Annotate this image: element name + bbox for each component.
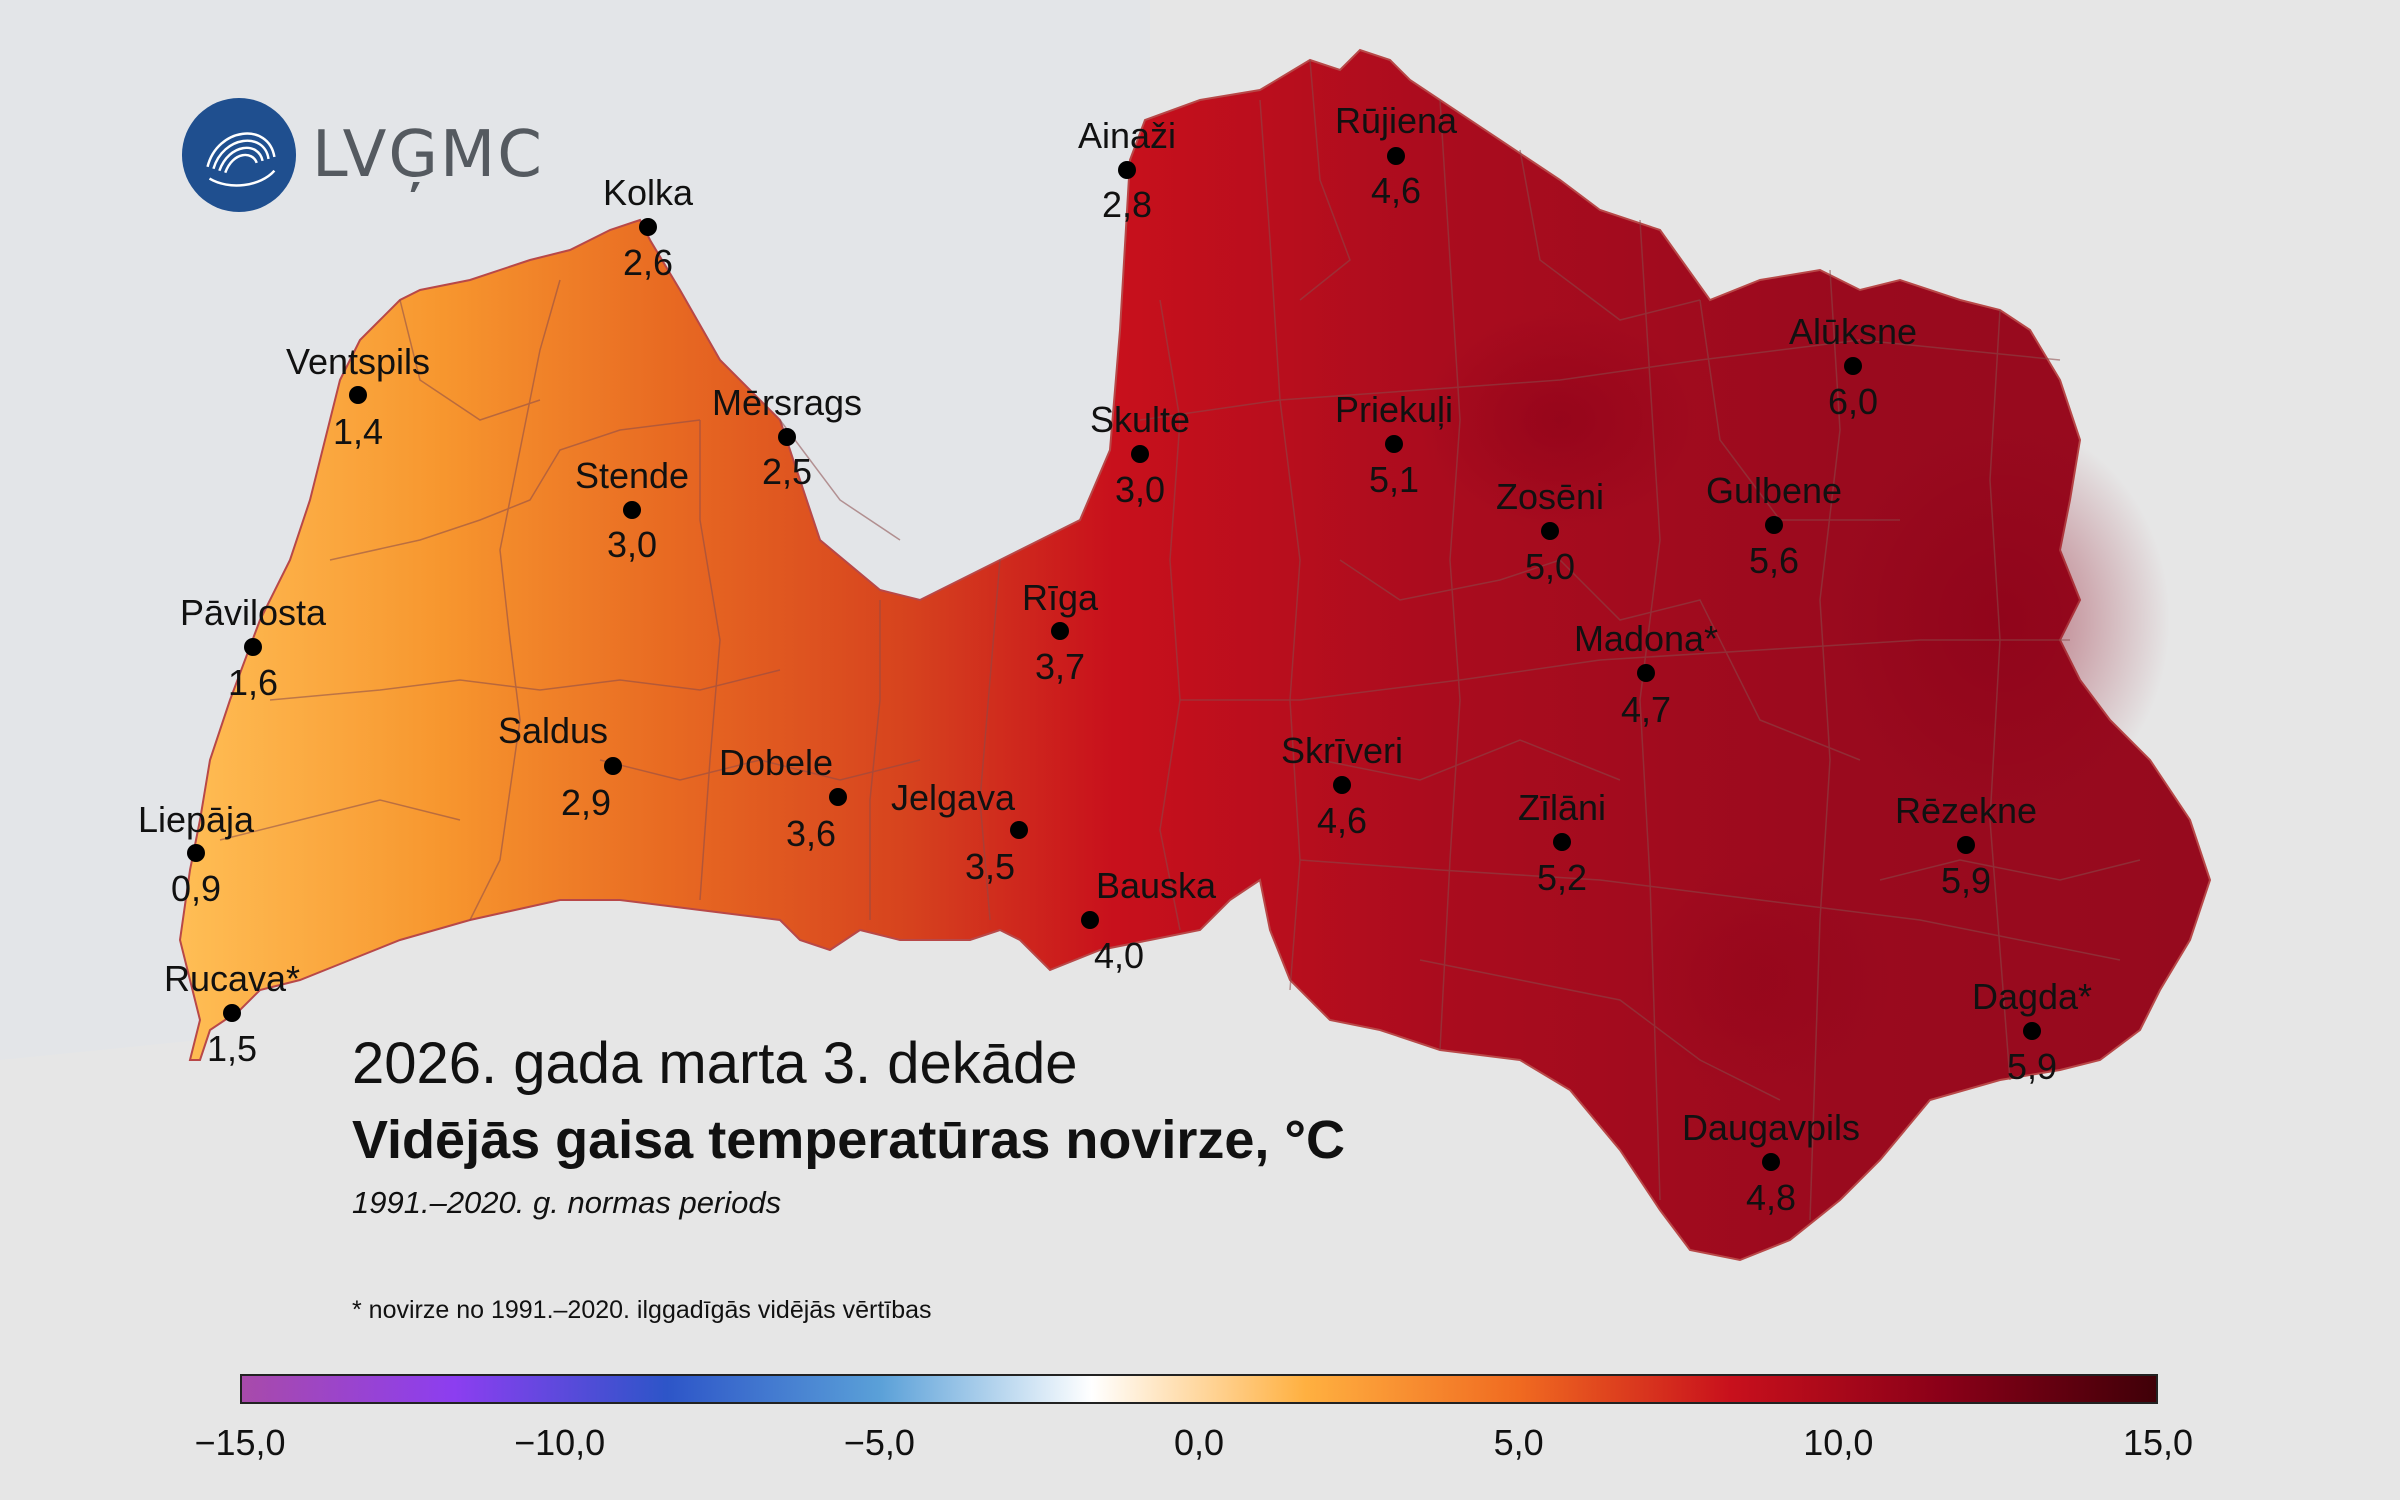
station-zoseni: Zosēni 5,0 <box>1496 476 1604 587</box>
station-name: Liepāja <box>138 799 255 840</box>
map-titles: 2026. gada marta 3. dekāde Vidējās gaisa… <box>352 1030 1345 1221</box>
station-name: Rucava* <box>164 958 300 999</box>
station-name: Saldus <box>498 710 608 751</box>
station-value: 3,7 <box>1035 646 1085 687</box>
scale-tick-label: 10,0 <box>1803 1422 1874 1463</box>
station-value: 5,6 <box>1749 540 1799 581</box>
color-scale-bar <box>240 1374 2158 1404</box>
station-name: Madona* <box>1574 618 1718 659</box>
station-kolka: Kolka 2,6 <box>603 172 694 283</box>
station-priekuli: Priekuļi 5,1 <box>1335 389 1453 500</box>
station-name: Zīlāni <box>1518 787 1606 828</box>
station-name: Skrīveri <box>1281 730 1403 771</box>
station-name: Rūjiena <box>1335 100 1458 141</box>
station-name: Mērsrags <box>712 382 862 423</box>
station-name: Bauska <box>1096 865 1217 906</box>
station-value: 4,0 <box>1094 935 1144 976</box>
station-name: Pāvilosta <box>180 592 327 633</box>
station-jelgava: Jelgava 3,5 <box>891 777 1028 887</box>
station-name: Zosēni <box>1496 476 1604 517</box>
station-name: Ainaži <box>1078 115 1176 156</box>
station-rezekne: Rēzekne 5,9 <box>1895 790 2037 901</box>
station-value: 4,7 <box>1621 689 1671 730</box>
station-value: 5,0 <box>1525 546 1575 587</box>
station-value: 4,6 <box>1371 170 1421 211</box>
station-value: 5,9 <box>1941 860 1991 901</box>
station-mersrags: Mērsrags 2,5 <box>712 382 862 492</box>
station-value: 0,9 <box>171 868 221 909</box>
station-name: Dagda* <box>1972 976 2092 1017</box>
station-value: 5,2 <box>1537 857 1587 898</box>
station-skriveri: Skrīveri 4,6 <box>1281 730 1403 841</box>
station-value: 3,5 <box>965 846 1015 887</box>
station-name: Dobele <box>719 742 833 783</box>
station-pavilosta: Pāvilosta 1,6 <box>180 592 327 703</box>
latvia-territory <box>178 48 2212 1262</box>
station-ventspils: Ventspils 1,4 <box>286 341 430 452</box>
station-markers: Kolka 2,6 Ventspils 1,4 Mērsrags 2,5 Ste… <box>138 100 2092 1218</box>
station-value: 2,8 <box>1102 184 1152 225</box>
station-stende: Stende 3,0 <box>575 455 689 565</box>
station-rujiena: Rūjiena 4,6 <box>1335 100 1458 211</box>
station-name: Jelgava <box>891 777 1016 818</box>
station-dagda: Dagda* 5,9 <box>1972 976 2092 1087</box>
station-value: 4,6 <box>1317 800 1367 841</box>
station-ainazi: Ainaži 2,8 <box>1078 115 1176 225</box>
scale-tick-label: 0,0 <box>1173 1422 1225 1463</box>
municipality-borders <box>219 59 2141 1221</box>
lvgmc-wave-logo-icon <box>181 97 297 213</box>
station-liepaja: Liepāja 0,9 <box>138 799 255 909</box>
station-value: 5,1 <box>1369 459 1419 500</box>
station-value: 2,6 <box>623 242 673 283</box>
station-value: 2,5 <box>762 451 812 492</box>
normal-period-subtitle: 1991.–2020. g. normas periods <box>352 1185 782 1220</box>
scale-tick-label: 15,0 <box>2122 1422 2194 1463</box>
station-name: Rīga <box>1022 577 1099 618</box>
station-value: 3,0 <box>607 524 657 565</box>
station-value: 4,8 <box>1746 1177 1796 1218</box>
footnote: * novirze no 1991.–2020. ilggadīgās vidē… <box>352 1296 932 1324</box>
main-title: Vidējās gaisa temperatūras novirze, °C <box>352 1110 1346 1170</box>
station-madona: Madona* 4,7 <box>1574 618 1718 730</box>
station-name: Ventspils <box>286 341 430 382</box>
station-value: 1,5 <box>207 1028 257 1069</box>
station-name: Priekuļi <box>1335 389 1453 430</box>
station-rucava: Rucava* 1,5 <box>164 958 300 1069</box>
station-name: Skulte <box>1090 399 1190 440</box>
station-aluksne: Alūksne 6,0 <box>1789 311 1917 422</box>
station-riga: Rīga 3,7 <box>1022 577 1099 687</box>
station-dobele: Dobele 3,6 <box>719 742 847 854</box>
scale-tick-label: −5,0 <box>843 1422 915 1463</box>
station-name: Kolka <box>603 172 694 213</box>
station-value: 5,9 <box>2007 1046 2057 1087</box>
station-value: 3,0 <box>1115 469 1165 510</box>
station-name: Alūksne <box>1789 311 1917 352</box>
station-name: Gulbene <box>1706 470 1842 511</box>
station-skulte: Skulte 3,0 <box>1090 399 1190 510</box>
period-title: 2026. gada marta 3. dekāde <box>352 1031 1078 1096</box>
station-name: Rēzekne <box>1895 790 2037 831</box>
scale-tick-label: −10,0 <box>514 1422 606 1463</box>
scale-tick-label: 5,0 <box>1493 1422 1544 1463</box>
station-value: 1,6 <box>228 662 278 703</box>
lvgmc-logo: LVĢMC <box>180 96 544 214</box>
station-name: Daugavpils <box>1682 1107 1860 1148</box>
station-value: 2,9 <box>561 782 611 823</box>
station-value: 6,0 <box>1828 381 1878 422</box>
station-bauska: Bauska 4,0 <box>1081 865 1217 976</box>
station-zilani: Zīlāni 5,2 <box>1518 787 1606 898</box>
station-saldus: Saldus 2,9 <box>498 710 622 823</box>
station-value: 3,6 <box>786 813 836 854</box>
logo-text: LVĢMC <box>312 118 544 192</box>
station-name: Stende <box>575 455 689 496</box>
scale-tick-label: −15,0 <box>194 1422 286 1463</box>
station-daugavpils: Daugavpils 4,8 <box>1682 1107 1860 1218</box>
station-value: 1,4 <box>333 411 383 452</box>
station-gulbene: Gulbene 5,6 <box>1706 470 1842 581</box>
